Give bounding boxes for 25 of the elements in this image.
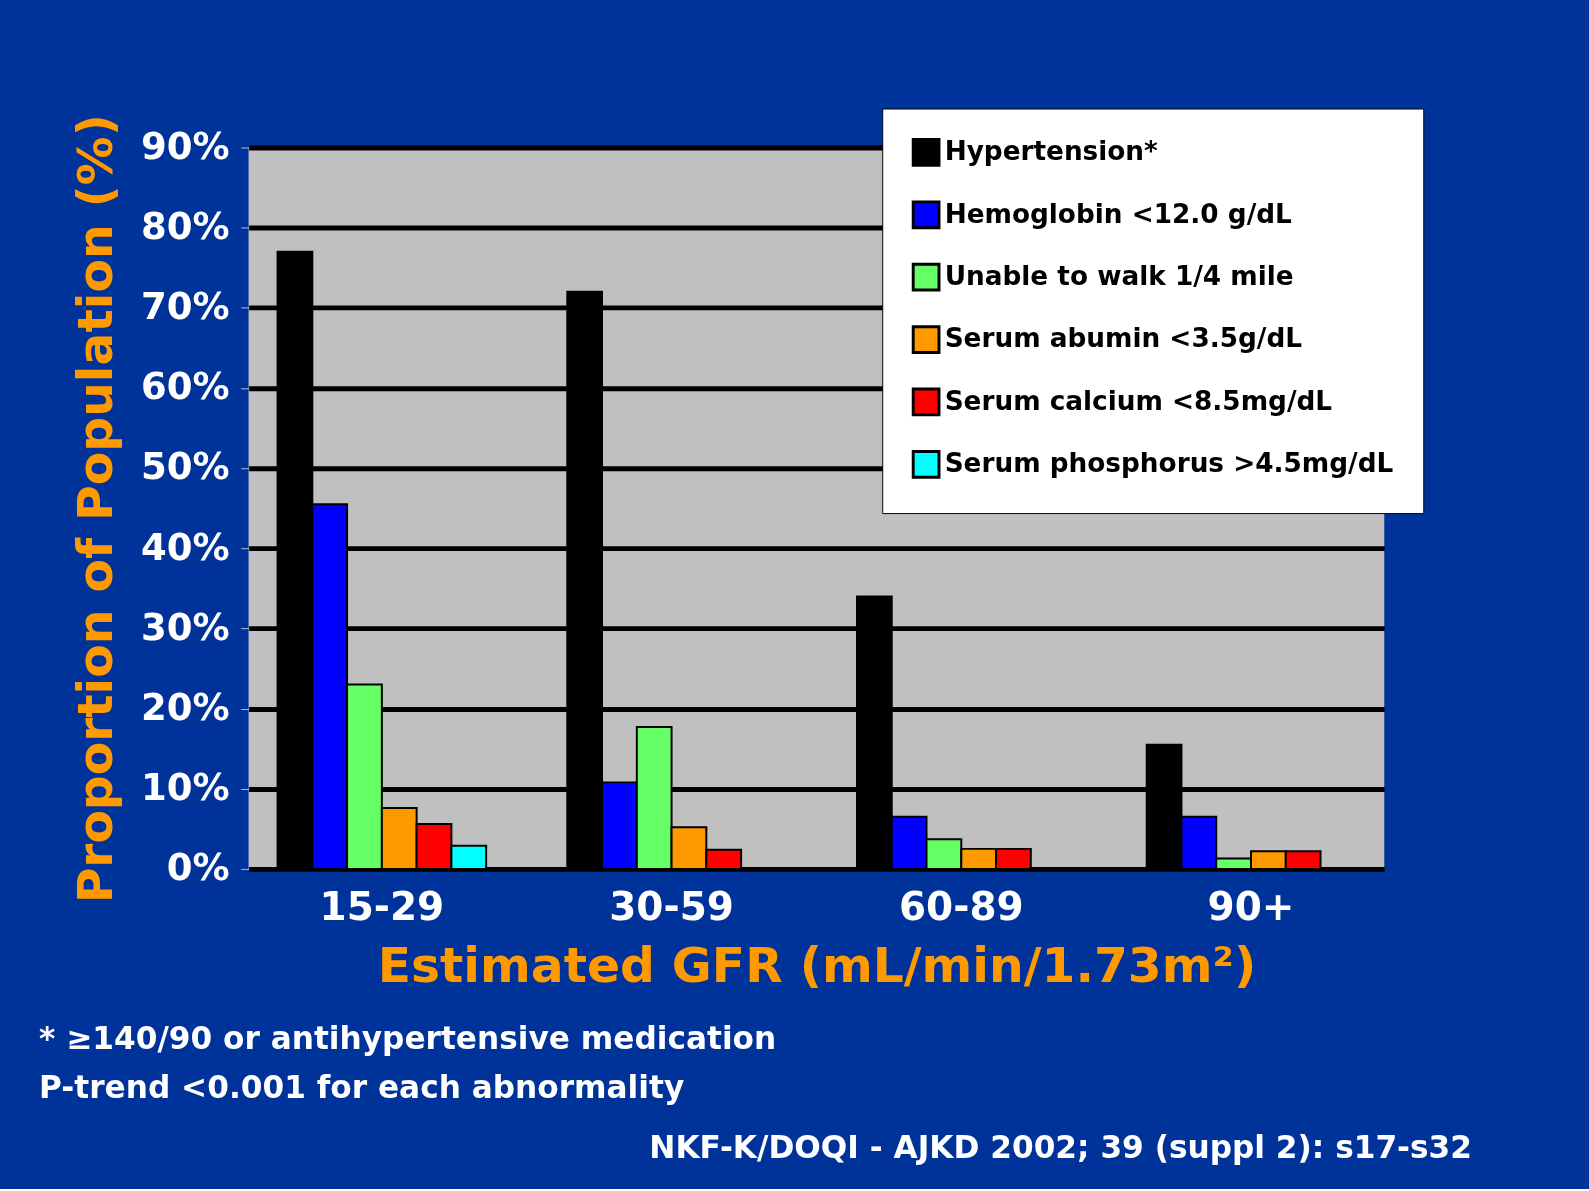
y-tick-label: 70% xyxy=(140,285,230,329)
legend-label: Hemoglobin <12.0 g/dL xyxy=(944,198,1293,229)
y-tick-label: 20% xyxy=(140,685,230,729)
legend-label: Hypertension* xyxy=(944,136,1159,167)
text: * ≥140/90 or antihypertensive medication xyxy=(38,1020,777,1057)
y-tick-label: 90% xyxy=(140,124,230,168)
x-tick-label: 60-89 xyxy=(898,884,1024,930)
x-tick-label: 90+ xyxy=(1207,884,1295,930)
y-tick-label: 0% xyxy=(166,846,230,890)
y-tick-label: 50% xyxy=(140,445,230,489)
y-axis-title: Proportion of Population (%) xyxy=(66,114,123,904)
text: NKF-K/DOQI - AJKD 2002; 39 (suppl 2): s17-s32 xyxy=(649,1129,1473,1166)
x-tick-label: 30-59 xyxy=(609,884,734,930)
x-tick-label: 15-29 xyxy=(319,884,445,930)
x-axis-title: Estimated GFR (mL/min/1.73m²) xyxy=(377,936,1257,993)
y-tick-label: 60% xyxy=(140,365,230,409)
legend-label: Unable to walk 1/4 mile xyxy=(944,260,1294,291)
y-tick-label: 40% xyxy=(140,525,230,569)
legend-label: Serum abumin <3.5g/dL xyxy=(944,323,1303,354)
y-tick-label: 30% xyxy=(140,605,230,649)
legend-label: Serum phosphorus >4.5mg/dL xyxy=(944,448,1394,479)
legend-label: Serum calcium <8.5mg/dL xyxy=(944,385,1333,416)
y-tick-label: 10% xyxy=(140,765,230,809)
text: P-trend <0.001 for each abnormality xyxy=(38,1069,685,1106)
y-tick-label: 80% xyxy=(140,204,230,248)
